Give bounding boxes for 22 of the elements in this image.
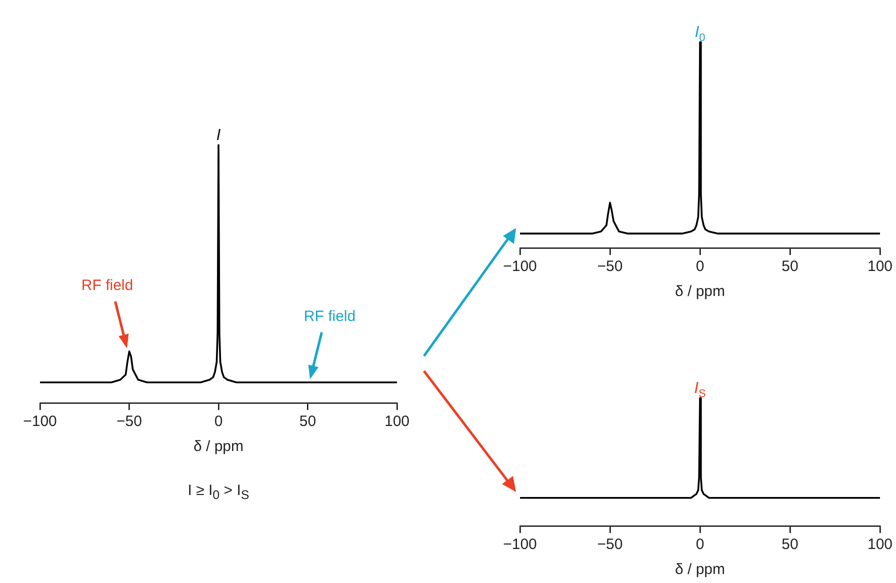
x-tick-label: −100 bbox=[503, 536, 537, 554]
x-tick-label: 0 bbox=[696, 536, 704, 554]
x-tick-label: −50 bbox=[597, 536, 623, 554]
x-tick-label: 100 bbox=[384, 413, 410, 430]
x-tick-label: 0 bbox=[696, 258, 704, 276]
x-tick-label: 50 bbox=[782, 536, 798, 554]
x-tick-label: −50 bbox=[597, 258, 623, 276]
x-tick-label: 100 bbox=[867, 258, 893, 276]
x-tick-label: 100 bbox=[867, 536, 893, 554]
x-tick-label: 50 bbox=[782, 258, 798, 276]
annotation: I bbox=[216, 127, 222, 144]
annotation: RF field bbox=[81, 277, 134, 294]
x-tick-label: −50 bbox=[116, 413, 142, 430]
x-axis-title: δ / ppm bbox=[193, 438, 244, 456]
x-axis-title: δ / ppm bbox=[674, 561, 726, 578]
x-tick-label: 50 bbox=[299, 413, 316, 430]
annotation: RF field bbox=[304, 308, 356, 325]
x-tick-label: 0 bbox=[214, 413, 223, 430]
x-tick-label: −100 bbox=[23, 413, 57, 430]
x-tick-label: −100 bbox=[503, 258, 537, 276]
text: I ≥ I$_{0}$ > I$_{S}$ bbox=[188, 482, 250, 502]
x-axis-title: δ / ppm bbox=[674, 283, 726, 300]
